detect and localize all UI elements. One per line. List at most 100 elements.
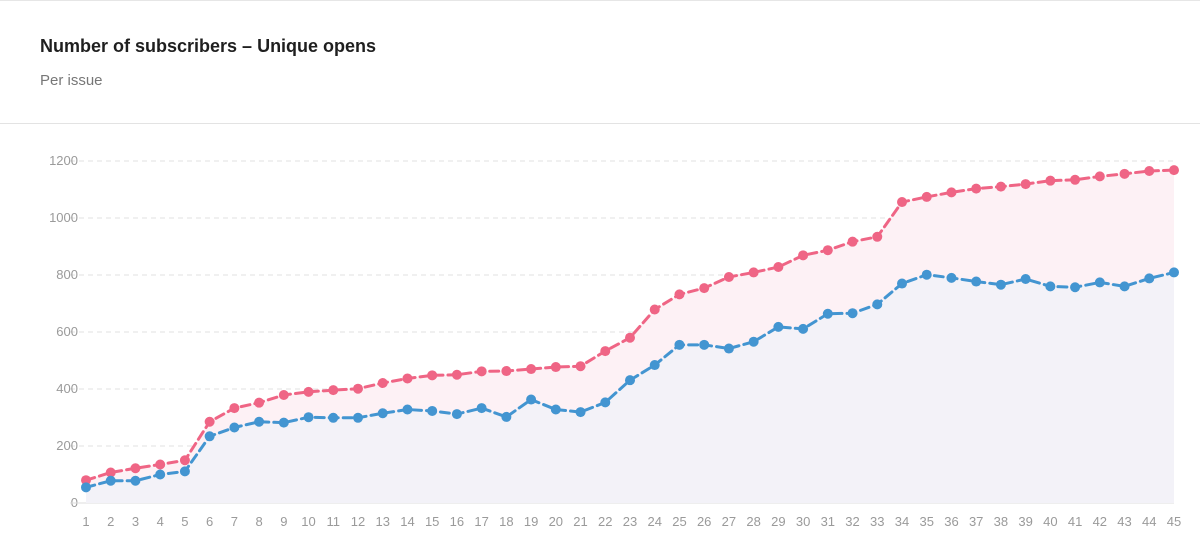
subscribers-point — [921, 191, 932, 202]
x-tick-label: 27 — [722, 514, 736, 529]
opens-point — [254, 416, 265, 427]
subscribers-point — [699, 283, 710, 294]
opens-point — [81, 482, 91, 493]
y-tick-label: 1200 — [49, 153, 78, 168]
x-tick-label: 43 — [1117, 514, 1131, 529]
subscribers-point — [427, 370, 438, 381]
subscribers-point — [798, 250, 809, 261]
x-tick-label: 33 — [870, 514, 884, 529]
chart-subtitle: Per issue — [40, 72, 103, 89]
x-tick-label: 41 — [1068, 514, 1082, 529]
x-tick-label: 13 — [375, 514, 389, 529]
chart-title: Number of subscribers – Unique opens — [40, 36, 377, 56]
opens-point — [303, 412, 314, 423]
opens-point — [229, 422, 240, 433]
opens-point — [847, 308, 858, 319]
opens-point — [600, 397, 611, 408]
x-tick-label: 19 — [524, 514, 538, 529]
x-tick-label: 17 — [474, 514, 488, 529]
x-tick-label: 22 — [598, 514, 612, 529]
opens-point — [501, 411, 512, 422]
opens-point — [921, 269, 932, 280]
opens-point — [897, 278, 907, 289]
y-tick-label: 1000 — [49, 210, 78, 225]
subscribers-point — [1094, 171, 1105, 182]
subscribers-point — [723, 271, 734, 282]
opens-point — [427, 405, 438, 416]
subscribers-point — [847, 236, 858, 247]
opens-point — [674, 339, 685, 350]
subscribers-point — [822, 245, 833, 256]
y-tick-label: 800 — [56, 267, 78, 282]
chart-header: Number of subscribers – Unique opens Per… — [0, 0, 1200, 124]
x-tick-label: 15 — [425, 514, 439, 529]
opens-point — [402, 404, 413, 415]
subscribers-point — [254, 397, 265, 408]
opens-point — [773, 321, 784, 332]
x-tick-label: 45 — [1167, 514, 1181, 529]
subscribers-point — [625, 332, 635, 343]
x-tick-label: 3 — [132, 514, 139, 529]
opens-point — [1094, 277, 1105, 288]
subscribers-point — [179, 455, 190, 466]
opens-point — [575, 407, 586, 418]
subscribers-point — [204, 416, 215, 427]
x-tick-label: 2 — [107, 514, 114, 529]
x-tick-label: 30 — [796, 514, 810, 529]
x-tick-label: 20 — [549, 514, 563, 529]
opens-point — [278, 417, 289, 428]
x-tick-label: 6 — [206, 514, 213, 529]
subscribers-point — [1045, 175, 1056, 186]
subscribers-point — [674, 289, 685, 300]
subscribers-point — [1070, 174, 1081, 185]
top-divider — [0, 0, 1200, 1]
x-tick-label: 1 — [82, 514, 89, 529]
x-tick-label: 8 — [255, 514, 262, 529]
opens-point — [625, 375, 635, 386]
opens-point — [377, 408, 388, 419]
x-tick-label: 7 — [231, 514, 238, 529]
subscribers-point — [897, 197, 907, 208]
x-tick-label: 42 — [1093, 514, 1107, 529]
opens-point — [946, 272, 957, 283]
subscribers-point — [81, 475, 91, 486]
opens-point — [155, 469, 166, 480]
x-tick-label: 24 — [647, 514, 661, 529]
subscribers-point — [402, 373, 413, 384]
subscribers-point — [649, 304, 660, 315]
x-tick-label: 36 — [944, 514, 958, 529]
subscribers-point — [353, 383, 363, 394]
x-tick-label: 39 — [1018, 514, 1032, 529]
opens-point — [798, 323, 809, 334]
opens-point — [550, 404, 561, 415]
subscribers-point — [1119, 168, 1130, 179]
subscribers-point — [773, 262, 784, 273]
subscribers-point — [872, 231, 883, 242]
subscribers-point — [971, 183, 982, 194]
x-tick-label: 14 — [400, 514, 414, 529]
opens-point — [872, 299, 883, 310]
subscribers-point — [501, 366, 512, 377]
opens-area — [86, 272, 1174, 503]
x-tick-label: 37 — [969, 514, 983, 529]
subscribers-point — [1169, 165, 1179, 176]
x-tick-label: 9 — [280, 514, 287, 529]
subscribers-point — [155, 459, 166, 470]
opens-point — [1169, 267, 1179, 278]
opens-point — [699, 339, 710, 350]
x-tick-label: 35 — [919, 514, 933, 529]
x-tick-label: 29 — [771, 514, 785, 529]
opens-point — [1045, 281, 1056, 292]
x-tick-label: 40 — [1043, 514, 1057, 529]
opens-point — [748, 336, 759, 347]
subscribers-point — [303, 386, 314, 397]
subscribers-point — [377, 378, 388, 389]
opens-point — [353, 412, 363, 423]
subscribers-point — [550, 362, 561, 373]
x-tick-label: 16 — [450, 514, 464, 529]
opens-point — [1070, 282, 1081, 293]
x-tick-label: 25 — [672, 514, 686, 529]
x-tick-label: 18 — [499, 514, 513, 529]
opens-point — [822, 308, 833, 319]
x-tick-label: 11 — [327, 514, 341, 529]
